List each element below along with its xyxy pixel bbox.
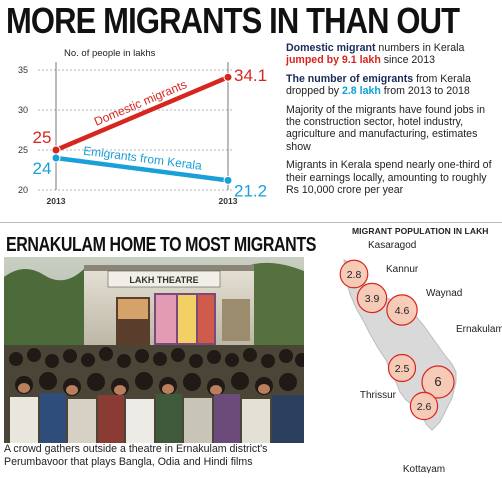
district-name: Waynad: [426, 288, 462, 299]
district-name: Kottayam: [403, 464, 445, 473]
district-value: 3.9: [365, 293, 380, 305]
chart-svg: No. of people in lakhs 20 25 30 35 2013 2013 25…: [18, 48, 267, 206]
series-line-1: [53, 74, 231, 153]
data-point: [223, 175, 233, 185]
side-p1-text2: since 2013: [380, 54, 435, 67]
district-value: 2.6: [417, 401, 432, 413]
data-label: 24: [33, 159, 52, 178]
series-name-label: Domestic migrants: [92, 77, 189, 129]
y-tick-label: 20: [18, 185, 28, 195]
district-value: 2.5: [395, 363, 410, 375]
line-chart: No. of people in lakhs 20 25 30 35 2013 2013 25…: [0, 40, 282, 220]
side-text: Domestic migrant numbers in Kerala jumpe…: [286, 42, 498, 202]
data-label: 34.1: [234, 66, 267, 85]
x-tick-label: 2013: [47, 196, 66, 206]
y-tick-label: 25: [18, 145, 28, 155]
y-tick-label: 30: [18, 105, 28, 115]
district-bubble: [421, 365, 455, 399]
district-bubble: [386, 294, 418, 326]
district-value: 4.6: [395, 305, 410, 317]
photo-caption: A crowd gathers outside a theatre in Ern…: [4, 443, 268, 468]
kerala-map: 2.8 Kasaragod 3.9 Kannur 4.6 Waynad 6 Ernakulam…: [306, 222, 502, 475]
district-name: Thrissur: [360, 390, 397, 401]
data-label: 25: [33, 128, 52, 147]
headline: MORE MIGRANTS IN THAN OUT: [6, 0, 460, 41]
side-p2-blue: 2.8 lakh: [341, 85, 381, 98]
district-value: 6: [434, 374, 441, 389]
side-paragraph-2: The number of emigrants from Kerala drop…: [286, 73, 498, 98]
data-point: [51, 153, 61, 163]
side-p2-bold: The number of emigrants: [286, 72, 414, 85]
district-bubble: [339, 259, 369, 289]
district-bubble: [356, 282, 388, 314]
theatre-sign: LAKH THEATRE: [129, 275, 198, 285]
map-title: MIGRANT POPULATION IN LAKH: [352, 226, 489, 236]
district-name: Kasaragod: [368, 240, 416, 251]
y-axis-label: No. of people in lakhs: [64, 48, 156, 59]
district-bubble: [409, 391, 439, 421]
side-paragraph-1: Domestic migrant numbers in Kerala jumpe…: [286, 42, 498, 67]
section-title: ERNAKULAM HOME TO MOST MIGRANTS: [6, 234, 316, 256]
map-svg: 2.8 Kasaragod 3.9 Kannur 4.6 Waynad 6 Ernakulam…: [339, 240, 502, 475]
theatre-crowd-photo: LAKH THEATRE: [4, 257, 304, 443]
district-name: Ernakulam: [456, 324, 502, 335]
side-paragraph-4: Migrants in Kerala spend nearly one-thir…: [286, 159, 492, 197]
district-value: 2.8: [347, 269, 362, 281]
side-paragraph-3: Majority of the migrants have found jobs…: [286, 103, 486, 153]
x-tick-label: 2013: [219, 196, 238, 206]
data-label: 21.2: [234, 181, 267, 200]
side-p1-text1: numbers in Kerala: [375, 42, 465, 54]
y-tick-label: 35: [18, 65, 28, 75]
side-p2-text2: from 2013 to 2018: [380, 85, 470, 98]
section-divider: [0, 222, 502, 223]
data-point: [51, 145, 61, 155]
side-p2-text1: from Kerala dropped by: [286, 72, 471, 98]
district-bubble: [387, 353, 417, 383]
series-line-2: [53, 155, 231, 183]
side-p1-red: jumped by 9.1 lakh: [286, 54, 381, 67]
side-p1-bold: Domestic migrant: [286, 42, 376, 54]
data-point: [223, 72, 233, 82]
photo-illustration: LAKH THEATRE: [4, 257, 304, 443]
district-name: Kannur: [386, 264, 419, 275]
